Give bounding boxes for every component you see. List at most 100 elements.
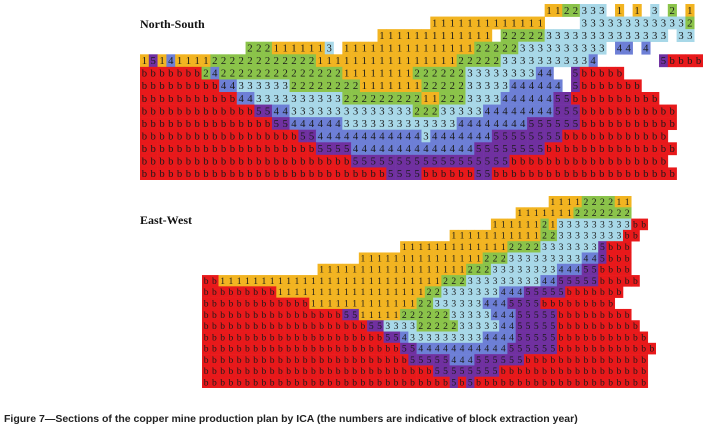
block-year-label: 5: [451, 378, 456, 388]
block-year-label: 1: [388, 43, 393, 55]
block-year-label: 5: [517, 310, 522, 321]
block-year-label: 1: [311, 276, 316, 287]
block-cell: b: [268, 342, 277, 355]
block-cell: b: [276, 365, 285, 377]
block-year-label: 4: [550, 276, 555, 287]
block-year-label: 3: [414, 118, 419, 130]
block-cell: b: [573, 365, 582, 377]
block-cell: 3: [571, 29, 581, 43]
block-year-label: b: [661, 131, 666, 143]
block-cell: b: [175, 66, 185, 80]
block-year-label: 4: [502, 93, 508, 105]
block-year-label: b: [564, 131, 569, 143]
block-year-label: b: [328, 344, 333, 355]
block-year-label: 5: [534, 344, 539, 355]
block-year-label: 1: [423, 55, 428, 67]
block-year-label: 1: [228, 276, 233, 287]
block-cell: 1: [383, 308, 393, 321]
block-year-label: 2: [494, 43, 499, 55]
block-year-label: b: [534, 355, 539, 366]
block-cell: b: [650, 167, 660, 180]
block-cell: b: [667, 117, 677, 131]
block-year-label: b: [262, 310, 267, 321]
block-year-label: 1: [559, 197, 564, 208]
block-cell: 2: [540, 229, 549, 242]
block-cell: 3: [421, 129, 431, 143]
block-cell: b: [210, 167, 220, 180]
block-year-label: 2: [221, 68, 226, 80]
block-year-label: b: [168, 156, 173, 168]
block-year-label: 1: [427, 265, 432, 276]
block-cell: b: [614, 241, 624, 253]
block-year-label: 5: [529, 131, 534, 143]
block-year-label: 4: [493, 344, 498, 355]
block-cell: b: [201, 104, 211, 118]
block-cell: b: [667, 104, 677, 118]
block-year-label: 5: [564, 93, 569, 105]
block-year-label: b: [616, 378, 621, 388]
block-cell: 1: [449, 263, 459, 276]
block-cell: b: [342, 354, 351, 366]
block-cell: 3: [333, 104, 343, 118]
block-year-label: 2: [441, 80, 446, 92]
block-cell: 1: [421, 54, 431, 68]
block-year-label: b: [616, 276, 621, 287]
block-cell: b: [606, 117, 616, 131]
block-cell: b: [175, 104, 185, 118]
block-year-label: 3: [678, 17, 683, 29]
block-cell: 4: [430, 142, 440, 156]
block-cell: b: [581, 331, 591, 343]
block-year-label: b: [529, 168, 534, 180]
block-year-label: b: [599, 80, 604, 92]
block-year-label: 4: [406, 131, 412, 143]
block-cell: b: [375, 342, 384, 355]
block-cell: 5: [375, 320, 384, 332]
block-year-label: 5: [406, 168, 411, 180]
block-cell: b: [148, 92, 158, 105]
block-year-label: 2: [600, 197, 605, 208]
block-cell: b: [623, 92, 633, 105]
block-year-label: 2: [423, 68, 428, 80]
block-year-label: 1: [625, 197, 630, 208]
block-year-label: 5: [282, 118, 287, 130]
block-year-label: 1: [450, 55, 455, 67]
block-cell: 2: [421, 79, 431, 93]
block-cell: 1: [309, 297, 318, 309]
block-year-label: b: [394, 378, 399, 388]
block-cell: 3: [403, 104, 414, 118]
block-year-label: 2: [326, 80, 331, 92]
block-year-label: 1: [542, 208, 547, 219]
block-year-label: 1: [336, 265, 341, 276]
block-year-label: b: [652, 118, 657, 130]
block-year-label: b: [311, 366, 316, 377]
block-cell: b: [251, 320, 261, 332]
block-year-label: b: [626, 105, 631, 117]
block-cell: 3: [553, 41, 563, 55]
block-year-label: b: [278, 355, 283, 366]
block-cell: 3: [544, 29, 554, 43]
block-year-label: b: [344, 366, 349, 377]
block-year-label: 2: [432, 80, 437, 92]
block-year-label: b: [634, 143, 639, 155]
block-year-label: b: [295, 310, 300, 321]
block-cell: 3: [573, 252, 582, 264]
block-cell: 3: [579, 29, 589, 43]
block-year-label: b: [212, 143, 217, 155]
block-year-label: 2: [256, 55, 261, 67]
block-year-label: 4: [538, 105, 544, 117]
block-cell: b: [614, 376, 624, 388]
block-cell: b: [615, 167, 625, 180]
block-cell: 1: [491, 16, 501, 30]
block-cell: 5: [433, 365, 442, 377]
block-cell: b: [606, 342, 616, 355]
block-year-label: b: [626, 118, 631, 130]
block-year-label: 2: [247, 68, 252, 80]
block-year-label: 1: [451, 253, 456, 264]
block-cell: 4: [518, 79, 528, 93]
block-year-label: 4: [575, 265, 580, 276]
block-cell: b: [334, 376, 343, 388]
block-cell: 4: [509, 79, 519, 93]
block-year-label: 1: [418, 287, 423, 298]
block-cell: b: [358, 342, 368, 355]
block-year-label: b: [328, 366, 333, 377]
